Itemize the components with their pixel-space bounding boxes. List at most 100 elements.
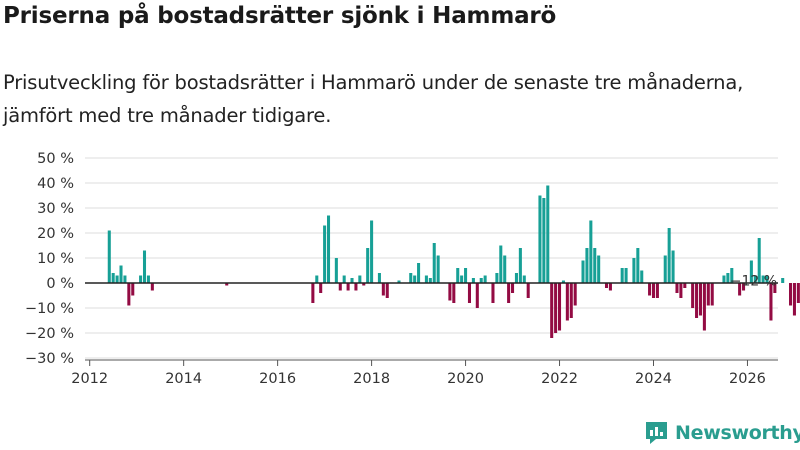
y-tick-label: 10 % (37, 251, 74, 267)
bar (385, 283, 389, 298)
bar (350, 278, 354, 283)
bar (475, 283, 479, 308)
x-tick-label: 2024 (635, 371, 672, 387)
bar (526, 283, 530, 298)
bar (765, 275, 769, 283)
bar (671, 250, 675, 283)
chart-subtitle: Prisutveckling för bostadsrätter i Hamma… (3, 71, 744, 127)
bar (773, 283, 777, 293)
y-tick-label: 20 % (37, 226, 74, 242)
bar (142, 250, 147, 283)
chart-title: Priserna på bostadsrätter sjönk i Hammar… (3, 3, 557, 29)
bar (655, 283, 659, 298)
x-tick-label: 2014 (165, 371, 202, 387)
bar (569, 283, 573, 318)
bar (753, 275, 757, 283)
bar (757, 238, 761, 283)
x-tick-label: 2022 (541, 371, 578, 387)
bar (608, 283, 612, 291)
bar (334, 258, 338, 283)
y-tick-label: −10 % (25, 301, 74, 317)
bar (542, 198, 546, 283)
y-tick-label: 40 % (37, 176, 74, 192)
bar (413, 275, 417, 283)
bar (573, 283, 577, 306)
bar (436, 255, 440, 283)
x-tick-label: 2012 (71, 371, 108, 387)
bar (358, 275, 362, 283)
bar (456, 268, 460, 283)
bar (789, 283, 793, 306)
x-tick-label: 2018 (353, 371, 390, 387)
bar (683, 283, 687, 288)
y-tick-label: −20 % (25, 326, 74, 342)
bar (323, 225, 327, 283)
bar (467, 283, 471, 303)
bar (640, 270, 644, 283)
bar (781, 278, 785, 283)
x-tick-label: 2020 (447, 371, 484, 387)
bar (146, 275, 150, 283)
bar (722, 275, 726, 283)
bar (460, 275, 464, 283)
bar (675, 283, 679, 293)
bar (589, 220, 593, 283)
x-axis: 2012 2014 2016 2018 2020 2022 2024 2026 (71, 359, 778, 387)
bar (511, 283, 515, 293)
bar (115, 275, 119, 283)
bar (397, 280, 401, 283)
last-value-label: −12 % (730, 274, 777, 290)
bar (585, 248, 589, 283)
bar (691, 283, 695, 308)
y-tick-label: 30 % (37, 201, 74, 217)
bar (514, 273, 518, 283)
bar (131, 283, 135, 296)
bar (710, 283, 714, 306)
bar (620, 268, 624, 283)
bar (698, 283, 702, 316)
bar (581, 260, 585, 283)
bar (538, 195, 542, 283)
bar (561, 280, 565, 283)
bar (749, 260, 753, 283)
bar (111, 273, 115, 283)
bar (597, 255, 601, 283)
bar (679, 283, 683, 298)
bar (702, 283, 706, 331)
bar (499, 245, 503, 283)
bar (667, 228, 671, 283)
bar (315, 275, 319, 283)
bar (651, 283, 656, 298)
bar (604, 283, 609, 288)
bar (546, 185, 550, 283)
bar (663, 255, 667, 283)
bar (150, 283, 154, 291)
bar (377, 273, 381, 283)
bar (127, 283, 131, 306)
x-tick-label: 2026 (729, 371, 766, 387)
bars (107, 185, 800, 338)
bar (107, 230, 111, 283)
bar (554, 283, 558, 333)
x-tick-label: 2016 (259, 371, 296, 387)
bar (558, 283, 562, 331)
bar (648, 283, 652, 296)
y-tick-label: 0 % (46, 276, 74, 292)
bar (730, 268, 734, 283)
bar (522, 275, 526, 283)
y-axis-ticks: −30 % −20 % −10 % 0 % 10 % 20 % 30 % 40 % 50 % (25, 151, 74, 367)
y-tick-label: −30 % (25, 351, 74, 367)
bar (417, 263, 421, 283)
bar (471, 278, 475, 283)
bar (409, 273, 413, 283)
bar (483, 275, 487, 283)
bar (503, 255, 507, 283)
brand-name: Newsworthy (675, 421, 800, 444)
bar (593, 248, 597, 283)
bar (428, 278, 432, 283)
bar (726, 273, 730, 283)
bar (346, 283, 350, 291)
bar-chart: −30 % −20 % −10 % 0 % 10 % 20 % 30 % 40 % 50 % 2… (25, 151, 800, 387)
bar (792, 283, 796, 316)
bar (119, 265, 123, 283)
